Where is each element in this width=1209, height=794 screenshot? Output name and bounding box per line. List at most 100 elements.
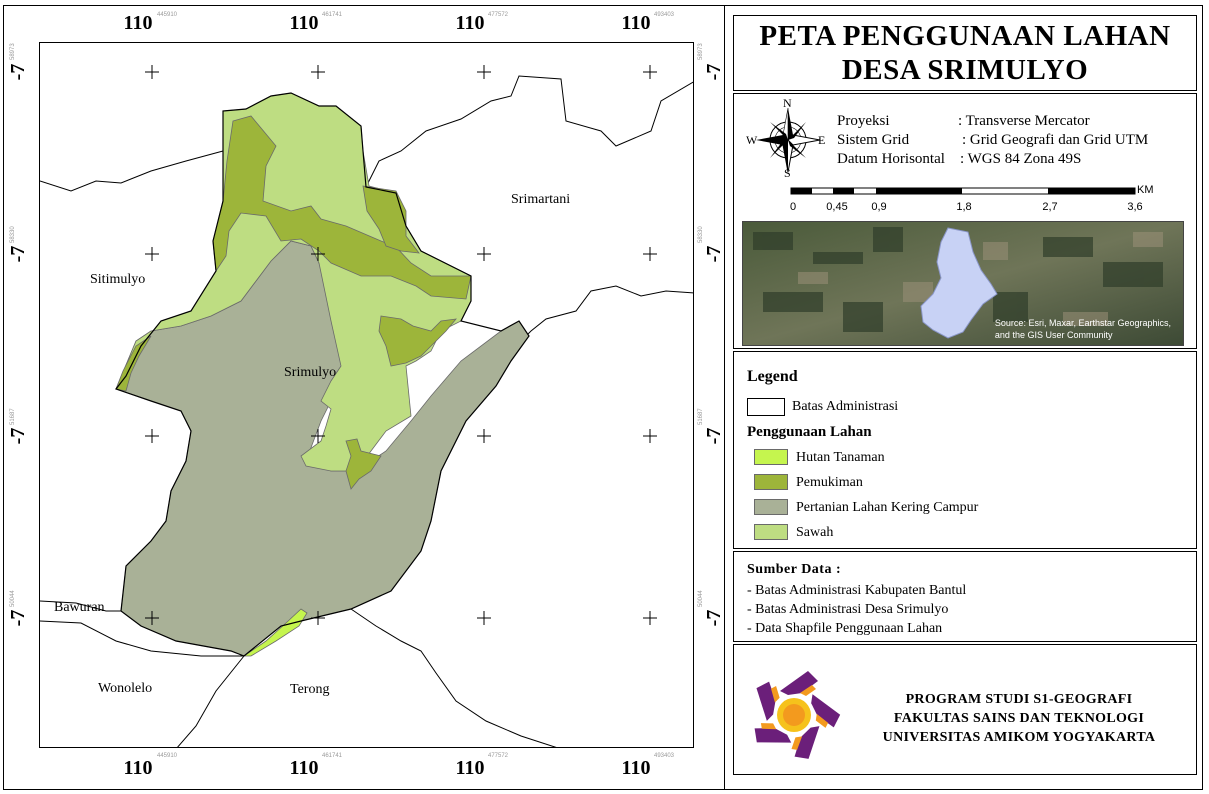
legend-title: Legend [747, 368, 798, 385]
map-title-line2: DESA SRIMULYO [841, 54, 1089, 86]
place-label-sitimulyo: Sitimulyo [90, 272, 146, 287]
admin-boundaries [40, 75, 693, 747]
boundary-wonolelo [177, 655, 245, 747]
grid-label-top: 110 [123, 12, 153, 34]
boundary-east [505, 285, 693, 357]
grid-utm-top: 461741 [322, 12, 343, 18]
inset-map-svg [743, 222, 1183, 345]
main-map[interactable]: Srimartani Sitimulyo Srimulyo Bawuran Wo… [39, 42, 694, 748]
scale-label: 2,7 [1042, 201, 1058, 213]
boundary-bawuran [40, 620, 244, 657]
legend-label-admin: Batas Administrasi [792, 399, 899, 414]
grid-utm-left: 51687 [10, 408, 16, 425]
scale-label: 1,8 [956, 201, 972, 213]
scale-label: 3,6 [1127, 201, 1143, 213]
logo-petal-accent [760, 723, 777, 730]
datum-key: Datum Horisontal [837, 151, 945, 167]
landuse-pemukiman-north [212, 115, 472, 300]
boundary-sitimulyo [40, 150, 224, 192]
scale-unit: KM [1137, 184, 1154, 196]
logo-petal-accent [771, 686, 780, 703]
grid-utm-left: 58330 [10, 226, 16, 243]
boundary-srimartani [365, 75, 693, 188]
grid-utm-right: 50044 [698, 590, 704, 607]
place-label-bawuran: Bawuran [54, 600, 105, 615]
grid-utm-left: 58973 [10, 43, 16, 60]
north-arrow-icon [756, 107, 821, 173]
grid-utm-top: 477572 [488, 12, 509, 18]
map-title-line1: PETA PENGGUNAAN LAHAN [759, 20, 1171, 52]
institution-line3: UNIVERSITAS AMIKOM YOGYAKARTA [882, 730, 1156, 745]
proyeksi-key: Proyeksi [837, 113, 890, 129]
grid-label-bottom: 110 [289, 757, 319, 779]
logo-petal [754, 728, 792, 743]
grid-label-top: 110 [289, 12, 319, 34]
grid-crosses [145, 65, 657, 625]
legend-label-hutan: Hutan Tanaman [796, 450, 885, 465]
main-map-svg [40, 65, 693, 747]
scale-label: 0,9 [871, 201, 887, 213]
grid-value: : Grid Geografi dan Grid UTM [962, 132, 1149, 148]
inset-credit: Source: Esri, Maxar, Earthstar Geographi… [995, 317, 1171, 341]
legend-label-pertanian: Pertanian Lahan Kering Campur [796, 500, 979, 515]
source-item: - Batas Administrasi Desa Srimulyo [747, 602, 949, 617]
info-proyeksi: Proyeksi : Transverse Mercator [837, 113, 1090, 130]
grid-key: Sistem Grid [837, 132, 910, 148]
grid-label-right: -7 [703, 609, 725, 627]
compass-e: E [818, 133, 826, 147]
source-item: - Batas Administrasi Kabupaten Bantul [747, 583, 967, 598]
info-panel: N S E W Proyeksi : Transverse Mercator S… [733, 93, 1197, 349]
scale-bar [790, 187, 1136, 195]
compass-n: N [783, 96, 792, 110]
grid-utm-bottom: 461741 [322, 753, 343, 759]
place-label-srimulyo: Srimulyo [284, 365, 337, 380]
legend-swatch-sawah [754, 524, 788, 540]
logo-petal [756, 681, 776, 721]
boundary-west-low [40, 600, 126, 612]
grid-label-left: -7 [7, 427, 29, 445]
grid-label-bottom: 110 [455, 757, 485, 779]
landuse-pemukiman-mid [378, 315, 457, 367]
boundary-terong [350, 608, 557, 747]
proyeksi-value: : Transverse Mercator [958, 113, 1090, 129]
grid-label-right: -7 [703, 245, 725, 263]
legend-swatch-hutan [754, 449, 788, 465]
info-datum: Datum Horisontal : WGS 84 Zona 49S [837, 151, 1081, 168]
grid-label-bottom: 110 [123, 757, 153, 779]
institution-line2: FAKULTAS SAINS DAN TEKNOLOGI [893, 711, 1145, 726]
grid-utm-top: 493403 [654, 12, 675, 18]
title-panel: PETA PENGGUNAAN LAHAN DESA SRIMULYO [733, 15, 1197, 91]
grid-label-top: 110 [455, 12, 485, 34]
legend-swatch-admin [747, 398, 785, 416]
amikom-logo-icon [754, 671, 841, 759]
landuse-pemukiman-south [345, 438, 382, 490]
grid-label-left: -7 [7, 245, 29, 263]
legend-label-pemukiman: Pemukiman [796, 475, 863, 490]
grid-utm-left: 50044 [10, 590, 16, 607]
scale-label: 0,45 [826, 201, 848, 213]
inset-srimulyo-area [920, 227, 998, 339]
grid-utm-top: 445910 [157, 12, 178, 18]
place-label-terong: Terong [290, 682, 330, 697]
panel-divider [724, 5, 725, 790]
grid-label-bottom: 110 [621, 757, 651, 779]
grid-label-left: -7 [7, 63, 29, 81]
grid-utm-bottom: 445910 [157, 753, 178, 759]
legend-landuse-title: Penggunaan Lahan [747, 424, 872, 440]
logo-petal [811, 694, 841, 728]
grid-label-top: 110 [621, 12, 651, 34]
grid-utm-bottom: 477572 [488, 753, 509, 759]
grid-utm-right: 58973 [698, 43, 704, 60]
compass-w: W [746, 133, 758, 147]
source-panel: Sumber Data : - Batas Administrasi Kabup… [733, 551, 1197, 642]
place-label-srimartani: Srimartani [511, 192, 571, 207]
institution-line1: PROGRAM STUDI S1-GEOGRAFI [905, 692, 1133, 707]
landuse-hutan-tanaman [242, 608, 308, 657]
compass-s: S [784, 166, 791, 180]
inset-credit-line1: Source: Esri, Maxar, Earthstar Geographi… [994, 318, 1171, 328]
grid-label-right: -7 [703, 427, 725, 445]
landuse-pemukiman-ne [362, 185, 420, 254]
institution-panel: PROGRAM STUDI S1-GEOGRAFI FAKULTAS SAINS… [733, 644, 1197, 775]
inset-satellite-map[interactable]: Source: Esri, Maxar, Earthstar Geographi… [742, 221, 1184, 346]
logo-petal-accent [815, 713, 829, 728]
